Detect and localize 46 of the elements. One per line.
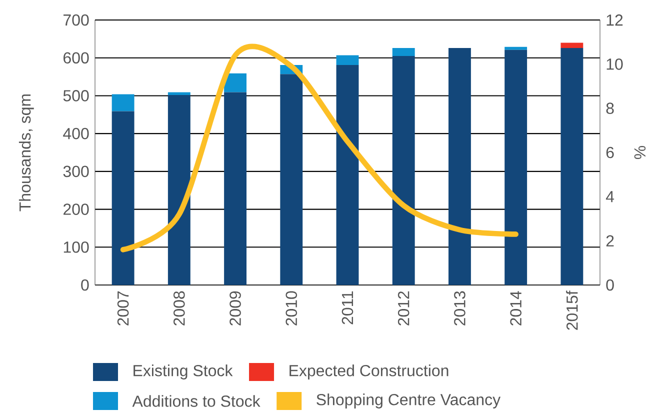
y-tick-label: 100 xyxy=(64,241,89,253)
y-tick-label: 0 xyxy=(81,279,89,291)
x-tick-label: 2015f xyxy=(566,290,578,330)
x-tick-label: 2012 xyxy=(398,291,410,326)
bar xyxy=(392,56,415,285)
bar xyxy=(560,42,584,48)
y-tick-label: 500 xyxy=(63,90,89,102)
bar xyxy=(336,55,359,66)
x-tick-label: 2011 xyxy=(342,291,354,324)
bar xyxy=(560,48,584,285)
y-tick-label: 300 xyxy=(63,166,89,178)
bar xyxy=(224,73,246,92)
bar xyxy=(112,111,134,285)
bar xyxy=(168,94,190,285)
y-tick-label: 600 xyxy=(64,52,89,64)
x-tick-label: 2013 xyxy=(454,291,466,326)
legend-label: Existing Stock xyxy=(134,364,233,380)
y-tick-label: 200 xyxy=(64,204,89,215)
bar xyxy=(504,46,528,50)
y2-axis-title: % xyxy=(634,146,646,160)
y2-tick-label: 4 xyxy=(606,191,614,202)
bar xyxy=(280,74,303,285)
y2-tick-label: 10 xyxy=(606,58,623,70)
y-tick-label: 700 xyxy=(64,14,89,26)
x-tick-label: 2007 xyxy=(117,291,129,326)
legend-label: Expected Construction xyxy=(290,364,448,380)
y2-tick-label: 0 xyxy=(606,279,614,291)
bar xyxy=(112,94,134,112)
x-tick-label: 2010 xyxy=(286,291,298,326)
x-tick-label: 2009 xyxy=(230,291,241,326)
x-tick-label: 2014 xyxy=(510,291,522,326)
legend-label: Shopping Centre Vacancy xyxy=(316,394,501,408)
bar xyxy=(168,92,190,95)
x-tick-label: 2008 xyxy=(174,291,185,326)
legend-label: Additions to Stock xyxy=(132,395,260,407)
bar xyxy=(504,50,528,285)
y2-tick-label: 12 xyxy=(606,14,623,26)
bar xyxy=(392,48,415,56)
y2-tick-label: 6 xyxy=(606,146,614,158)
bar xyxy=(224,92,246,285)
y-axis-title: Thousands, sqm xyxy=(18,94,34,212)
bar xyxy=(336,65,359,285)
y2-tick-label: 8 xyxy=(606,102,614,114)
y2-tick-label: 2 xyxy=(606,235,614,246)
bar xyxy=(448,48,471,285)
y-tick-label: 400 xyxy=(63,128,89,140)
